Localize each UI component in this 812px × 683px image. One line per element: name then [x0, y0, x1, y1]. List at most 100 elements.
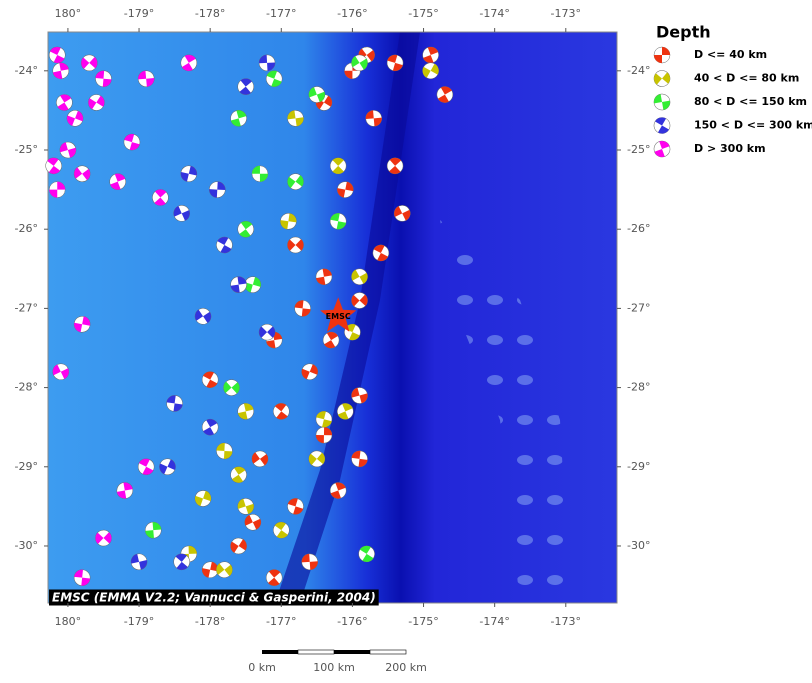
- legend-entry: 150 < D <= 300 km: [653, 117, 812, 134]
- earthquake: [351, 292, 368, 309]
- earthquake: [337, 403, 354, 420]
- legend-label: D > 300 km: [694, 142, 766, 155]
- y-tick-label: -28°: [627, 381, 650, 394]
- earthquake: [351, 387, 368, 404]
- ball-quadrant: [287, 175, 304, 189]
- earthquake: [422, 62, 439, 80]
- earthquake: [173, 553, 190, 571]
- legend-title: Depth: [656, 23, 711, 42]
- ball-quadrant: [52, 364, 69, 379]
- earthquake: [315, 268, 333, 285]
- ball-quadrant: [359, 545, 374, 562]
- ball-quadrant: [330, 213, 347, 230]
- ball-quadrant: [175, 553, 188, 570]
- ball-quadrant: [223, 381, 240, 394]
- earthquake: [230, 276, 247, 293]
- x-tick-label: 180°: [55, 615, 82, 628]
- ball-quadrant: [437, 86, 452, 103]
- earthquake: [145, 521, 162, 539]
- earthquake: [351, 54, 368, 72]
- ball-quadrant: [195, 490, 212, 507]
- ball-quadrant: [287, 239, 304, 251]
- earthquake: [301, 553, 318, 571]
- ball-quadrant: [237, 498, 254, 514]
- earthquake: [237, 498, 254, 515]
- ball-quadrant: [95, 532, 112, 544]
- ball-quadrant: [195, 309, 212, 323]
- credit: EMSC (EMMA V2.2; Vannucci & Gasperini, 2…: [52, 591, 376, 605]
- legend-label: 80 < D <= 150 km: [694, 95, 807, 108]
- earthquake: [173, 205, 190, 222]
- ball-quadrant: [654, 94, 670, 110]
- x-tick-label: -173°: [551, 7, 581, 20]
- earthquake: [180, 165, 198, 183]
- earthquake: [194, 490, 212, 507]
- ball-quadrant: [230, 539, 247, 553]
- ball-quadrant: [145, 522, 162, 539]
- earthquake: [130, 553, 148, 571]
- ball-quadrant: [52, 62, 69, 79]
- ball-quadrant: [180, 165, 197, 182]
- ball-quadrant: [81, 56, 98, 69]
- earthquake: [251, 165, 269, 183]
- x-tick-label: -174°: [479, 7, 509, 20]
- y-tick-label: -24°: [15, 64, 38, 77]
- ball-quadrant: [654, 72, 670, 85]
- legend-symbol: [653, 93, 671, 111]
- earthquake: [329, 213, 347, 230]
- ball-quadrant: [316, 411, 332, 428]
- ball-quadrant: [315, 427, 332, 444]
- earthquake: [294, 300, 311, 317]
- ball-quadrant: [138, 70, 155, 87]
- ball-quadrant: [351, 387, 368, 404]
- legend-symbol: [653, 46, 671, 64]
- earthquake: [258, 323, 276, 341]
- ball-quadrant: [274, 403, 288, 420]
- ball-quadrant: [365, 110, 382, 127]
- earthquake: [280, 213, 297, 230]
- earthquake: [209, 181, 226, 198]
- earthquake: [123, 133, 141, 151]
- earthquake: [73, 165, 91, 183]
- y-tick-label: -25°: [15, 143, 38, 156]
- ball-quadrant: [216, 563, 233, 576]
- x-tick-label: -178°: [195, 615, 225, 628]
- earthquake: [95, 70, 112, 87]
- ball-quadrant: [259, 326, 276, 338]
- ball-quadrant: [131, 554, 148, 570]
- earthquake: [237, 78, 254, 95]
- earthquake: [73, 569, 91, 586]
- ball-quadrant: [387, 54, 403, 71]
- legend-entry: 40 < D <= 80 km: [653, 70, 799, 87]
- ball-quadrant: [316, 268, 332, 285]
- earthquake: [45, 157, 62, 175]
- ball-quadrant: [59, 142, 76, 158]
- earthquake: [337, 181, 354, 198]
- earthquake: [315, 426, 333, 444]
- ball-quadrant: [49, 181, 66, 198]
- earthquake: [180, 54, 198, 72]
- ball-quadrant: [231, 466, 246, 483]
- earthquake: [73, 315, 91, 333]
- legend-label: 40 < D <= 80 km: [694, 72, 799, 85]
- ball-quadrant: [124, 134, 140, 151]
- ball-quadrant: [332, 157, 344, 174]
- earthquake: [237, 220, 254, 238]
- y-tick-label: -29°: [15, 460, 38, 473]
- x-tick-label: -177°: [266, 615, 296, 628]
- ball-quadrant: [74, 167, 91, 181]
- earthquake: [223, 379, 240, 396]
- x-tick-label: -176°: [337, 7, 367, 20]
- earthquake: [273, 521, 290, 539]
- earthquake: [287, 173, 304, 190]
- earthquake: [244, 276, 262, 293]
- earthquake: [116, 482, 134, 499]
- y-tick-label: -30°: [627, 539, 650, 552]
- ball-quadrant: [173, 206, 190, 221]
- ball-quadrant: [230, 110, 247, 127]
- ball-quadrant: [47, 157, 61, 174]
- ball-quadrant: [423, 47, 439, 63]
- ball-quadrant: [654, 141, 670, 157]
- x-tick-label: -176°: [337, 615, 367, 628]
- ball-quadrant: [116, 482, 133, 499]
